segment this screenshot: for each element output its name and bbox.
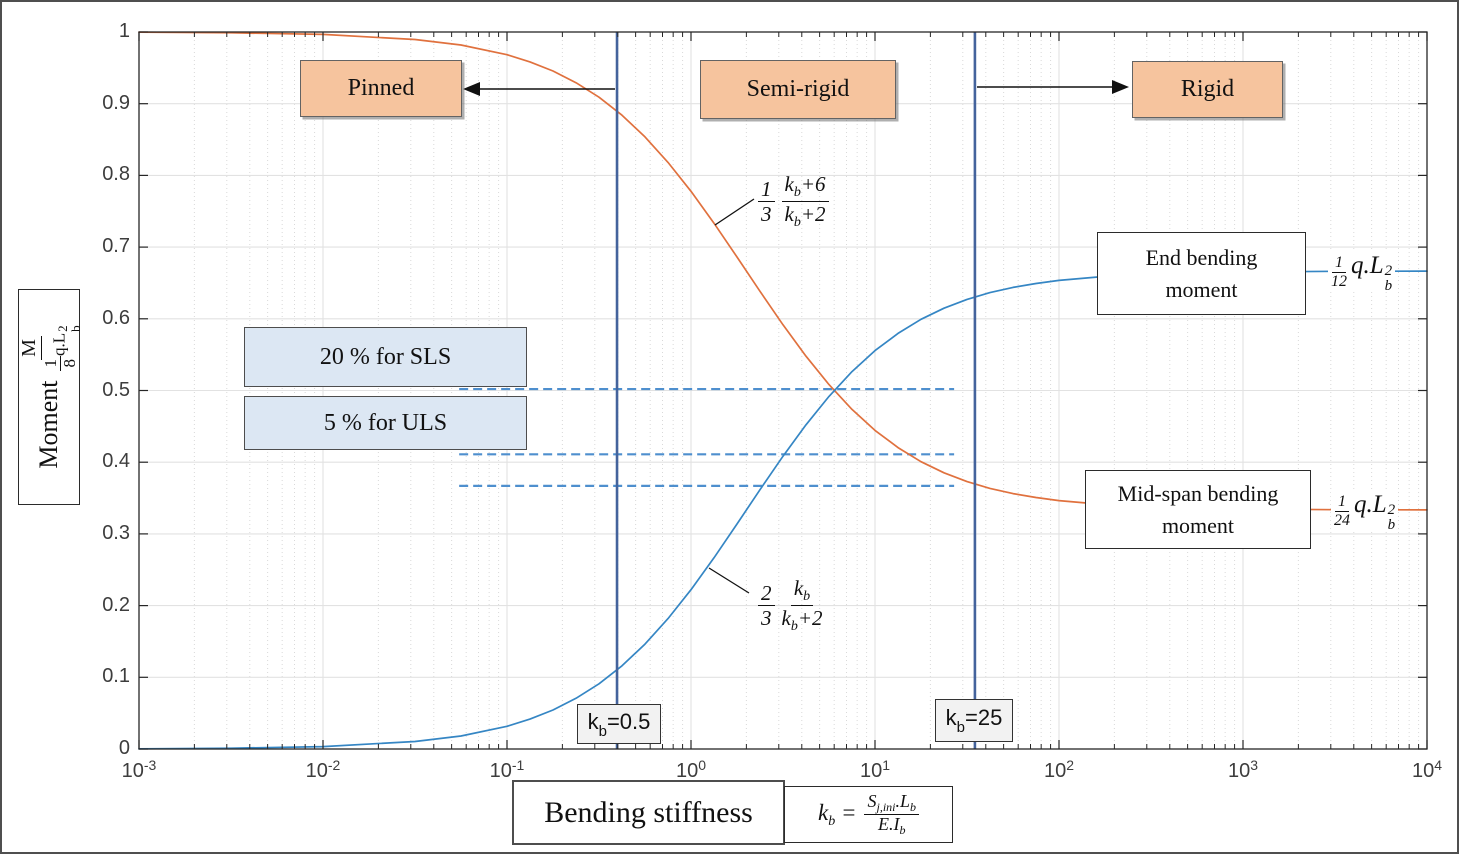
y-tick-label: 1 xyxy=(118,20,130,43)
y-tick-label: 0.2 xyxy=(102,593,130,616)
zone-box-semi-rigid: Semi-rigid xyxy=(700,60,896,119)
vertical-reference-lines xyxy=(615,32,977,749)
zone-box-pinned: Pinned xyxy=(300,60,462,117)
x-axis-formula-box: kb = Sj,ini.Lb E.Ib xyxy=(784,786,953,843)
moment-curves xyxy=(138,31,1428,750)
end-moment-curve xyxy=(138,270,1428,750)
x-axis-label-box: Bending stiffness xyxy=(512,780,785,845)
y-tick-label: 0.1 xyxy=(102,665,130,688)
y-tick-label: 0.4 xyxy=(102,450,130,473)
x-tick-label: 104 xyxy=(1411,757,1443,782)
sls-limit-label: 20 % for SLS xyxy=(319,343,452,370)
y-tick-label: 0.5 xyxy=(102,378,130,401)
x-tick-label: 10-1 xyxy=(489,757,525,782)
y-axis-label-word: Moment xyxy=(34,380,63,469)
rigid-arrow xyxy=(977,80,1129,94)
zone-box-rigid: Rigid xyxy=(1132,61,1283,118)
x-tick-label: 101 xyxy=(859,757,891,782)
end-moment-limit-value: 1 12 q.L 2 b xyxy=(1328,252,1396,294)
y-tick-label: 0.9 xyxy=(102,91,130,114)
axes-frame xyxy=(138,31,1428,750)
uls-limit-box: 5 % for ULS xyxy=(244,396,527,450)
midspan-moment-box: Mid-span bending moment xyxy=(1085,470,1311,549)
uls-limit-label: 5 % for ULS xyxy=(323,409,448,436)
x-tick-label: 10-3 xyxy=(121,757,157,782)
dashed-threshold-lines xyxy=(459,387,955,487)
end-moment-box: End bending moment xyxy=(1097,232,1306,315)
y-axis-label-fraction: M 1 8 q.L 2 b xyxy=(18,325,83,371)
x-axis-label: Bending stiffness xyxy=(544,795,753,829)
y-tick-label: 0.6 xyxy=(102,306,130,329)
end-formula-leader-line xyxy=(708,567,750,594)
midspan-moment-limit-value: 1 24 q.L 2 b xyxy=(1331,491,1399,533)
x-tick-label: 100 xyxy=(675,757,707,782)
kb-0_5-marker-box: kb=0.5 xyxy=(577,704,661,744)
kb-25-marker-box: kb=25 xyxy=(935,699,1013,742)
x-tick-label: 10-2 xyxy=(305,757,341,782)
zone-label-semi-rigid: Semi-rigid xyxy=(746,76,850,102)
x-tick-label: 102 xyxy=(1043,757,1075,782)
y-axis-label: Moment M 1 8 q.L 2 b xyxy=(18,289,83,505)
midspan-formula-leader-line xyxy=(714,198,755,226)
midspan-moment-curve xyxy=(138,31,1428,511)
y-tick-label: 0.8 xyxy=(102,163,130,186)
y-tick-label: 0.3 xyxy=(102,521,130,544)
zone-label-rigid: Rigid xyxy=(1180,76,1235,102)
sls-limit-box: 20 % for SLS xyxy=(244,327,527,387)
zone-label-pinned: Pinned xyxy=(347,75,415,101)
y-tick-label: 0 xyxy=(118,737,130,760)
x-tick-label: 103 xyxy=(1227,757,1259,782)
pinned-arrow xyxy=(463,82,615,96)
y-tick-label: 0.7 xyxy=(102,235,130,258)
